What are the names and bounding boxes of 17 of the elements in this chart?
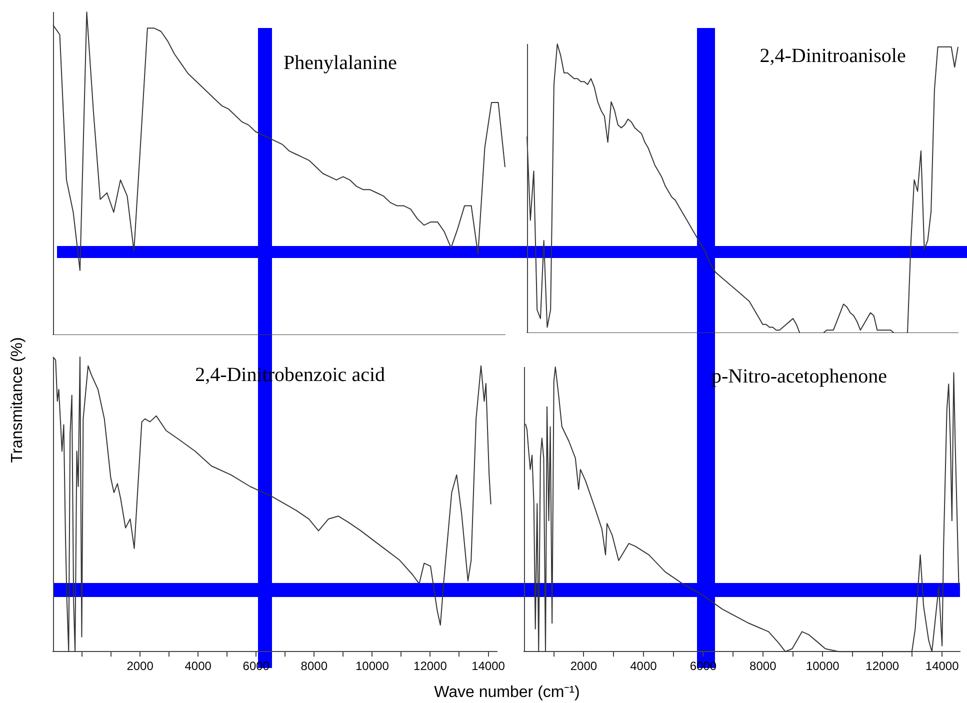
x-tick-label: 4000 [184,659,212,674]
x-tick-label: 14000 [925,659,960,674]
x-tick-label: 10000 [356,659,390,674]
x-tick-label: 2000 [570,659,598,674]
y-axis-title: Transmitance (%) [9,337,27,463]
x-axis-title: Wave number (cm⁻¹) [434,683,580,702]
x-tick-label: 14000 [472,659,506,674]
x-tick-label: 2000 [126,659,154,674]
x-tick-label: 12000 [866,659,900,674]
x-tick-label: 4000 [630,659,658,674]
x-tick-label: 12000 [414,659,448,674]
chart-title: 2,4-Dinitroanisole [760,45,906,68]
x-tick-label: 8000 [300,659,328,674]
x-tick-label: 8000 [750,659,777,674]
x-tick-label: 10000 [806,659,840,674]
text: Phenylalanine [284,52,397,74]
x-tick-label: 6000 [242,659,270,674]
